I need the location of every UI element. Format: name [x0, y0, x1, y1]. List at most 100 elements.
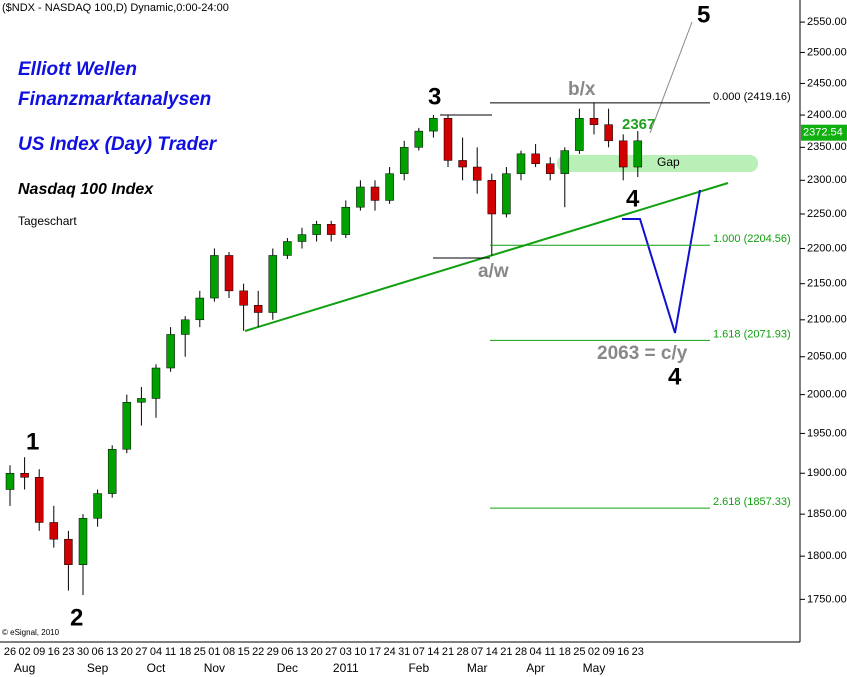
candle-body	[122, 402, 132, 450]
x-month-label: Mar	[467, 661, 488, 675]
x-tick-label: 06	[281, 646, 293, 658]
y-tick-label: 1800.00	[807, 550, 847, 562]
x-tick-label: 29	[267, 646, 279, 658]
x-tick-label: 09	[33, 646, 45, 658]
candle-body	[253, 305, 263, 313]
candle-body	[531, 153, 540, 164]
x-month-label: 2011	[333, 661, 359, 675]
candle-body	[472, 166, 482, 181]
x-tick-label: 18	[179, 646, 191, 658]
x-tick-label: 11	[165, 646, 176, 658]
last-price-tag	[801, 124, 847, 141]
fib-label: 2.618 (1857.33)	[713, 496, 791, 508]
x-month-label: Apr	[526, 661, 545, 675]
candle-body	[370, 186, 380, 201]
candle-body	[356, 186, 365, 208]
annotation: Tageschart	[18, 214, 77, 228]
candle-body	[502, 173, 511, 215]
y-tick-label: 1850.00	[807, 508, 847, 520]
x-tick-label: 15	[237, 646, 249, 658]
x-tick-label: 04	[529, 646, 541, 658]
x-tick-label: 07	[471, 646, 483, 658]
y-tick-label: 2400.00	[807, 109, 847, 121]
x-tick-label: 13	[296, 646, 308, 658]
candle-body	[224, 255, 234, 292]
candle-body	[487, 180, 497, 215]
candle-body	[34, 477, 44, 523]
y-tick-label: 1750.00	[807, 593, 847, 605]
x-tick-label: 16	[48, 646, 60, 658]
y-tick-label: 2100.00	[807, 314, 847, 326]
x-tick-label: 28	[515, 646, 527, 658]
y-tick-label: 2250.00	[807, 208, 847, 220]
candle-body	[78, 518, 88, 565]
candle-body	[49, 522, 59, 540]
wave-label: 4	[626, 185, 640, 212]
candle-body	[341, 206, 351, 235]
x-month-label: May	[583, 661, 606, 675]
wave-label: a/w	[478, 261, 509, 282]
wave-label: 3	[428, 83, 441, 110]
x-month-label: Dec	[277, 661, 298, 675]
x-tick-label: 18	[559, 646, 571, 658]
x-tick-label: 27	[135, 646, 147, 658]
candle-body	[560, 150, 570, 174]
x-tick-label: 06	[91, 646, 103, 658]
x-tick-label: 28	[456, 646, 468, 658]
candle-body	[166, 334, 175, 369]
x-month-label: Oct	[147, 661, 166, 675]
x-month-label: Aug	[14, 661, 35, 675]
candle-body	[268, 255, 278, 313]
x-tick-label: 20	[310, 646, 322, 658]
candle-body	[399, 147, 409, 174]
annotation: US Index (Day) Trader	[18, 134, 218, 155]
x-month-label: Feb	[408, 661, 429, 675]
x-tick-label: 21	[442, 646, 454, 658]
candle-body	[20, 473, 29, 478]
y-tick-label: 2050.00	[807, 351, 847, 363]
annotation: Elliott Wellen	[18, 59, 137, 80]
x-tick-label: 27	[325, 646, 337, 658]
wave5-line	[649, 21, 693, 134]
x-tick-label: 08	[223, 646, 235, 658]
x-tick-label: 03	[340, 646, 352, 658]
x-tick-label: 24	[383, 646, 395, 658]
x-tick-label: 07	[413, 646, 425, 658]
wave-label: 5	[697, 1, 710, 28]
x-tick-label: 14	[486, 646, 498, 658]
candle-body	[326, 224, 336, 235]
candle-body	[5, 473, 15, 490]
candle-body	[64, 538, 73, 565]
x-tick-label: 11	[544, 646, 555, 658]
x-tick-label: 16	[617, 646, 629, 658]
annotation: 2063 = c/y	[597, 343, 688, 364]
candle-body	[195, 297, 205, 321]
x-month-label: Sep	[87, 661, 109, 675]
y-tick-label: 2300.00	[807, 174, 847, 186]
candle-body	[604, 124, 613, 142]
candle-body	[633, 140, 643, 168]
copyright: © eSignal, 2010	[2, 628, 60, 637]
annotation: 2367	[622, 116, 655, 133]
candle-body	[458, 160, 467, 168]
candle-body	[107, 448, 117, 494]
candle-body	[516, 153, 526, 174]
x-tick-label: 02	[588, 646, 600, 658]
candle-body	[180, 319, 190, 335]
candle-body	[93, 493, 102, 519]
x-tick-label: 10	[354, 646, 366, 658]
y-tick-label: 2550.00	[807, 16, 847, 28]
y-tick-label: 2500.00	[807, 46, 847, 58]
fib-label: 1.618 (2071.93)	[713, 328, 791, 340]
candle-body	[443, 117, 453, 161]
y-tick-label: 2450.00	[807, 77, 847, 89]
candle-body	[137, 398, 146, 403]
trend-line	[244, 182, 729, 332]
candle-body	[414, 130, 424, 148]
y-tick-label: 2200.00	[807, 242, 847, 254]
candle-body	[575, 117, 584, 151]
candle-body	[239, 290, 248, 306]
x-tick-label: 14	[427, 646, 439, 658]
fib-label: 1.000 (2204.56)	[713, 233, 791, 245]
